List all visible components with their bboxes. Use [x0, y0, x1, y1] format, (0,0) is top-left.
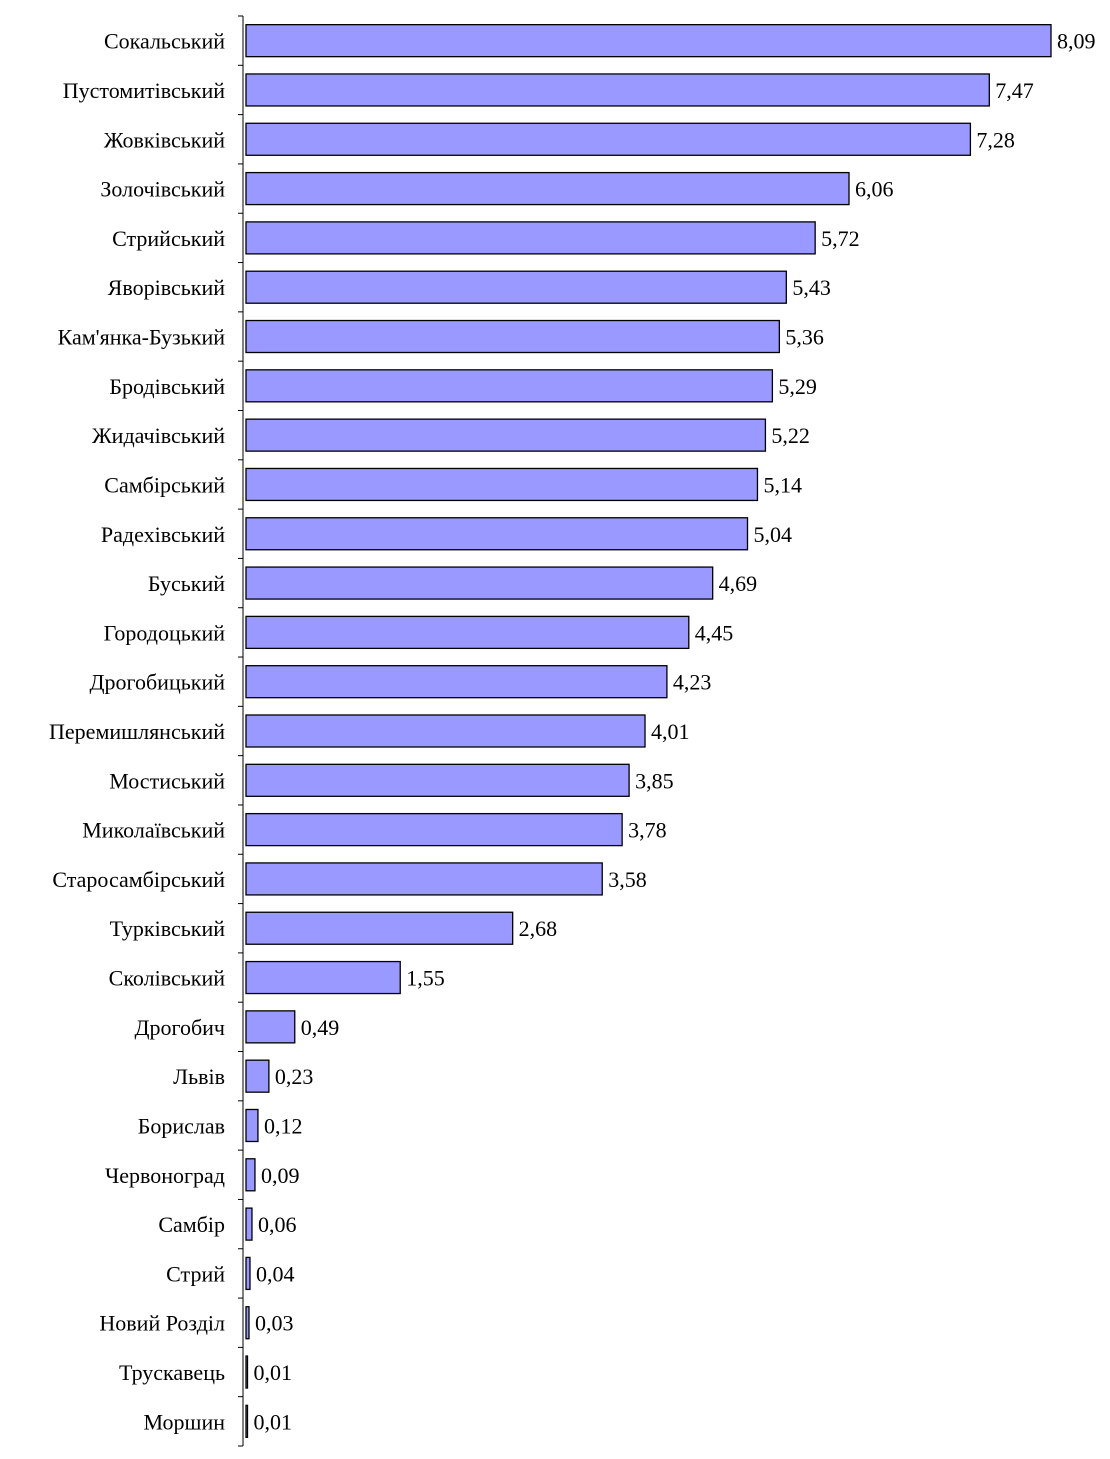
bar: [245, 960, 401, 995]
bar: [245, 1010, 296, 1044]
data-label: 5,04: [754, 522, 793, 547]
bar: [245, 812, 623, 847]
data-label: 0,04: [256, 1261, 295, 1286]
data-label: 1,55: [406, 966, 445, 991]
bar: [245, 566, 714, 600]
data-label: 5,36: [785, 325, 824, 350]
bar: [245, 1207, 253, 1241]
data-label: 4,23: [673, 670, 712, 695]
category-label: Турківський: [110, 916, 226, 941]
category-label: Перемишлянський: [49, 719, 225, 744]
bar: [245, 911, 514, 945]
data-label: 4,45: [695, 620, 734, 645]
data-label: 7,47: [995, 78, 1034, 103]
bar: [245, 24, 1052, 58]
bar: [245, 1158, 256, 1192]
category-label: Червоноград: [105, 1163, 225, 1188]
data-label: 0,12: [264, 1113, 303, 1138]
data-label: 2,68: [519, 916, 558, 941]
category-label: Радехівський: [101, 522, 225, 547]
category-label: Трускавець: [119, 1360, 225, 1385]
bar: [245, 319, 780, 354]
category-label: Городоцький: [104, 620, 226, 645]
category-label: Сколівський: [109, 966, 226, 991]
category-label: Жовківський: [104, 127, 225, 152]
bar: [245, 714, 646, 748]
category-label: Мостиський: [109, 768, 225, 793]
bar: [245, 1404, 249, 1438]
category-label: Золочівський: [100, 177, 225, 202]
bar: [245, 763, 630, 797]
bar: [245, 369, 774, 403]
bar: [245, 615, 690, 650]
data-label: 4,01: [651, 719, 690, 744]
bar: [245, 73, 990, 107]
bar: [245, 517, 749, 551]
bar: [245, 1306, 250, 1340]
category-label: Дрогобич: [134, 1015, 225, 1040]
data-label: 6,06: [855, 177, 894, 202]
category-label: Яворівський: [108, 275, 226, 300]
category-label: Миколаївський: [82, 818, 225, 843]
data-label: 5,29: [778, 374, 817, 399]
data-label: 5,22: [771, 423, 810, 448]
data-label: 0,01: [254, 1409, 293, 1434]
category-label: Самбір: [158, 1212, 225, 1237]
data-label: 5,72: [821, 226, 860, 251]
category-label: Моршин: [143, 1409, 225, 1434]
category-axis: [238, 15, 244, 1447]
data-label: 0,09: [261, 1163, 300, 1188]
data-label: 7,28: [976, 127, 1015, 152]
category-label: Пустомитівський: [63, 78, 225, 103]
category-label: Стрий: [166, 1261, 225, 1286]
category-label: Буський: [148, 571, 225, 596]
category-label: Стрийський: [112, 226, 225, 251]
category-label: Новий Розділ: [99, 1311, 225, 1336]
data-label: 0,06: [258, 1212, 297, 1237]
bar: [245, 221, 816, 255]
data-label: 5,43: [792, 275, 831, 300]
bar: [245, 1059, 270, 1093]
category-label: Сокальський: [104, 29, 225, 54]
category-label: Бродівський: [109, 374, 225, 399]
data-label: 3,85: [635, 768, 674, 793]
category-label: Самбірський: [104, 472, 225, 497]
bar: [245, 1108, 259, 1143]
labels-layer: Сокальський 8,09 Пустомитівський 7,47 Жовків…: [49, 29, 1095, 1435]
bar: [245, 665, 668, 699]
bar: [245, 270, 787, 304]
bar: [245, 122, 972, 156]
data-label: 4,69: [719, 571, 758, 596]
data-label: 0,23: [275, 1064, 314, 1089]
category-label: Дрогобицький: [90, 670, 226, 695]
data-label: 8,09: [1057, 29, 1096, 54]
data-label: 3,58: [608, 867, 647, 892]
category-label: Борислав: [138, 1113, 225, 1138]
category-label: Кам'янка-Бузький: [58, 325, 226, 350]
data-label: 0,01: [254, 1360, 293, 1385]
bar: [245, 467, 759, 502]
category-label: Жидачівський: [92, 423, 225, 448]
bar: [245, 862, 603, 896]
bar: [245, 1355, 249, 1389]
bar: [245, 418, 767, 452]
bar: [245, 171, 850, 206]
data-label: 5,14: [763, 472, 802, 497]
data-label: 0,49: [301, 1015, 340, 1040]
category-label: Старосамбірський: [52, 867, 225, 892]
category-label: Львів: [173, 1064, 225, 1089]
data-label: 3,78: [628, 818, 667, 843]
bars-layer: [245, 24, 1052, 1438]
bar: [245, 1256, 251, 1291]
data-label: 0,03: [255, 1311, 294, 1336]
